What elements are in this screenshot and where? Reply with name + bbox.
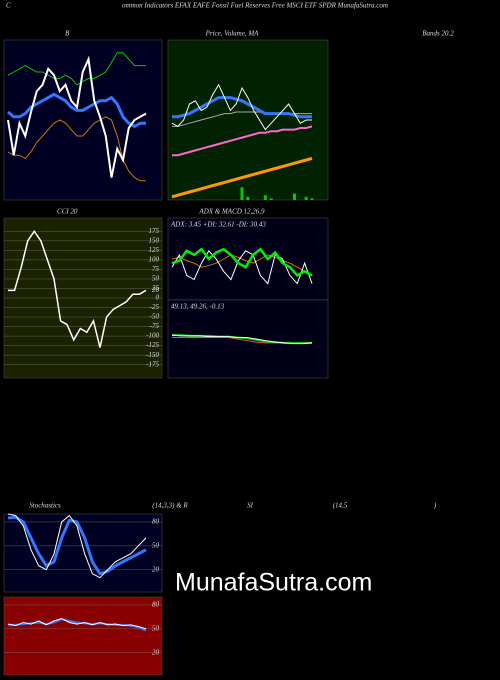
stoch-title: (14,5 <box>333 502 348 510</box>
stoch-title: (14,3,3) & R <box>152 502 188 510</box>
y-tick-label: 100 <box>149 256 160 264</box>
y-tick-label: -125 <box>146 341 159 349</box>
series-line <box>171 247 313 277</box>
series-line <box>7 513 147 579</box>
volume-bar <box>269 198 273 200</box>
volume-bar <box>293 193 296 200</box>
series-line <box>171 254 313 276</box>
y-tick-label: -25 <box>150 303 160 311</box>
series-line <box>7 515 147 576</box>
volume-bar <box>310 198 314 200</box>
panel-title: B <box>65 30 70 38</box>
panel-subtitle: 49.13, 49.26, -0.13 <box>171 303 225 311</box>
series-line <box>7 52 146 86</box>
bands-label: Bands 20.2 <box>422 30 454 38</box>
y-tick-label: -175 <box>146 360 159 368</box>
volume-bar <box>240 187 244 200</box>
y-tick-label: 20 <box>152 565 160 573</box>
panel <box>3 596 163 676</box>
stoch-title: ) <box>433 502 437 510</box>
volume-bar <box>246 196 250 200</box>
y-tick-label: 50 <box>152 275 160 283</box>
series-line <box>7 617 147 630</box>
watermark: MunafaSutra.com <box>175 569 372 597</box>
panel <box>167 217 329 301</box>
end-label: 20 <box>152 286 160 294</box>
panel <box>3 513 163 593</box>
header-c: C <box>6 2 11 10</box>
y-tick-label: -75 <box>150 322 160 330</box>
stoch-title: Stochastics <box>29 502 61 510</box>
y-tick-label: 125 <box>149 246 160 254</box>
panel-subtitle: ADX: 3.45 +DI: 32.61 -DI: 30.43 <box>170 221 266 229</box>
y-tick-label: -50 <box>150 313 160 321</box>
header-title: ommon Indicators EFAX EAFE Fossil Fuel R… <box>122 2 388 10</box>
series-line <box>8 230 147 348</box>
panel-title: CCI 20 <box>57 208 78 216</box>
series-line <box>172 125 313 157</box>
series-line <box>8 618 147 632</box>
y-tick-label: 25 <box>152 284 160 292</box>
series-line <box>171 249 313 285</box>
y-tick-label: 0 <box>156 294 160 302</box>
series-line <box>7 92 146 129</box>
y-tick-label: 20 <box>152 648 160 656</box>
volume-bar <box>304 196 308 200</box>
panel <box>3 39 163 201</box>
y-tick-label: 50 <box>152 624 160 632</box>
volume-bar <box>263 195 267 200</box>
y-tick-label: 80 <box>152 601 160 609</box>
stoch-title: SI <box>247 502 254 510</box>
panel-title: Price, Volume, MA <box>205 30 260 38</box>
y-tick-label: 75 <box>152 265 160 273</box>
y-tick-label: 175 <box>149 227 160 235</box>
y-tick-label: 50 <box>152 541 160 549</box>
panel <box>167 39 329 201</box>
series-line <box>171 334 313 345</box>
y-tick-label: 150 <box>149 236 160 244</box>
panel-title: ADX & MACD 12,26,9 <box>198 208 265 216</box>
y-tick-label: -100 <box>146 332 159 340</box>
y-tick-label: 80 <box>152 518 160 526</box>
series-line <box>7 55 147 178</box>
series-line <box>171 83 312 131</box>
y-tick-label: -150 <box>146 351 159 359</box>
series-line <box>172 96 312 119</box>
series-line <box>171 156 313 199</box>
